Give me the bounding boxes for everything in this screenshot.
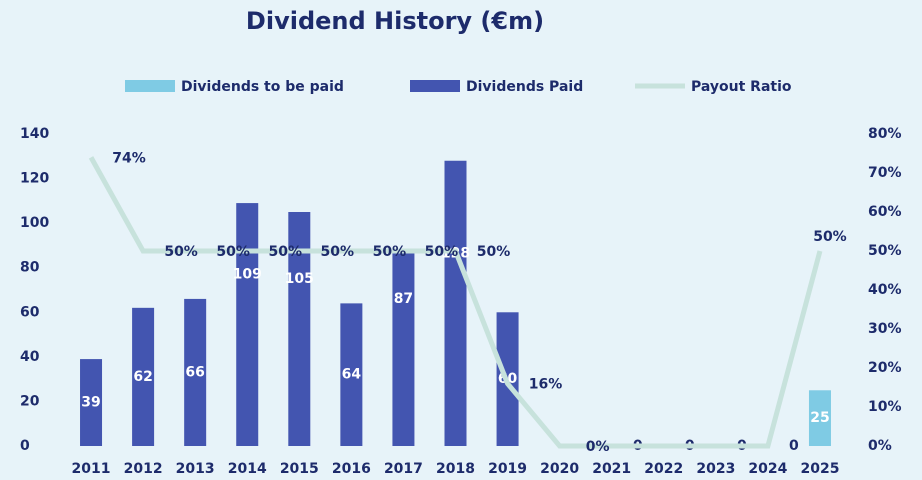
y2-tick-label: 60% — [868, 204, 902, 220]
y-tick-label: 80 — [20, 260, 40, 276]
y-tick-label: 20 — [20, 393, 40, 409]
legend-label: Payout Ratio — [691, 79, 792, 95]
x-tick-label: 2024 — [748, 461, 787, 477]
data-label: 62 — [133, 369, 152, 385]
x-tick-label: 2019 — [488, 461, 527, 477]
bar — [288, 212, 311, 446]
bar — [236, 203, 259, 446]
x-tick-label: 2017 — [384, 461, 423, 477]
x-tick-label: 2018 — [436, 461, 475, 477]
x-tick-label: 2012 — [124, 461, 163, 477]
y-tick-label: 40 — [20, 349, 40, 365]
data-label: 66 — [185, 364, 204, 380]
data-label: 74% — [112, 150, 146, 166]
y2-tick-label: 80% — [868, 126, 902, 142]
y2-tick-label: 30% — [868, 321, 902, 337]
x-tick-label: 2011 — [72, 461, 111, 477]
data-label: 50% — [164, 244, 198, 260]
x-tick-label: 2023 — [696, 461, 735, 477]
x-tick-label: 2022 — [644, 461, 683, 477]
data-label: 16% — [529, 377, 563, 393]
data-label: 50% — [477, 244, 511, 260]
x-tick-label: 2021 — [592, 461, 631, 477]
data-label: 109 — [233, 267, 262, 283]
chart-title: Dividend History (€m) — [246, 7, 544, 35]
legend-label: Dividends to be paid — [181, 79, 344, 95]
data-label: 25 — [810, 410, 829, 426]
y2-tick-label: 40% — [868, 282, 902, 298]
bar — [808, 390, 831, 446]
y2-tick-label: 50% — [868, 243, 902, 259]
bar — [392, 252, 415, 446]
data-label: 50% — [321, 244, 355, 260]
data-label: 50% — [813, 229, 847, 245]
y2-tick-label: 20% — [868, 360, 902, 376]
x-tick-label: 2020 — [540, 461, 579, 477]
data-label: 50% — [373, 244, 407, 260]
data-label: 39 — [81, 395, 100, 411]
y-tick-label: 60 — [20, 304, 40, 320]
x-tick-label: 2013 — [176, 461, 215, 477]
x-tick-label: 2016 — [332, 461, 371, 477]
data-label: 0 — [789, 438, 799, 454]
legend-label: Dividends Paid — [466, 79, 583, 95]
data-label: 64 — [342, 367, 362, 383]
data-label: 0% — [586, 439, 610, 455]
bar — [80, 359, 103, 446]
y2-tick-label: 10% — [868, 399, 902, 415]
data-label: 50% — [216, 244, 250, 260]
y2-tick-label: 70% — [868, 165, 902, 181]
x-tick-label: 2015 — [280, 461, 319, 477]
data-label: 50% — [268, 244, 302, 260]
data-label: 105 — [285, 271, 314, 287]
data-label: 87 — [394, 291, 413, 307]
data-label: 50% — [425, 244, 459, 260]
legend-swatch — [125, 80, 175, 92]
y2-tick-label: 0% — [868, 438, 892, 454]
x-tick-label: 2014 — [228, 461, 267, 477]
x-tick-label: 2025 — [800, 461, 839, 477]
bar — [184, 298, 207, 446]
y-tick-label: 140 — [20, 126, 49, 142]
bar — [132, 307, 155, 446]
y-tick-label: 120 — [20, 171, 49, 187]
bar — [444, 160, 467, 446]
y-tick-label: 0 — [20, 438, 30, 454]
y-tick-label: 100 — [20, 215, 49, 231]
bar — [340, 303, 363, 446]
legend-swatch — [410, 80, 460, 92]
line — [88, 156, 823, 449]
